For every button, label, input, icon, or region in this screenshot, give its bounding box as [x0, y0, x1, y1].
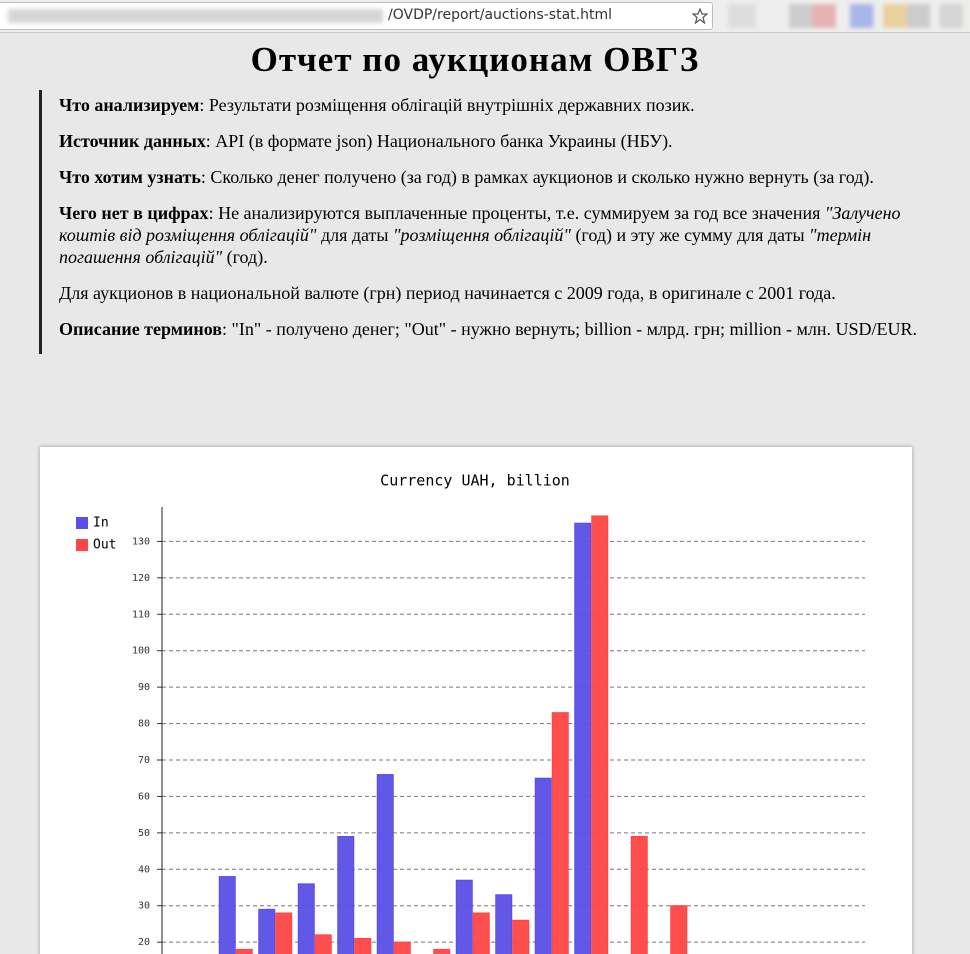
paragraph: Что хотим узнать: Сколько денег получено… [59, 166, 919, 188]
description: Что анализируем: Результати розміщення о… [39, 90, 919, 354]
page-title: Отчет по аукционам ОВГЗ [250, 40, 700, 79]
bar [591, 515, 609, 954]
text-run: для даты [316, 225, 393, 245]
text-run: : Сколько денег получено (за год) в рамк… [200, 167, 874, 187]
text-run: "Залучено коштів від розміщення облігаці… [59, 203, 901, 245]
y-tick-label: 130 [132, 536, 150, 547]
text-run: : Результати розміщення облігацій внутрі… [199, 95, 695, 115]
text-run: "термін погашення облігацій" [59, 225, 872, 267]
text-run: Что анализируем [59, 95, 200, 115]
text-run: "розміщення облігацій" [393, 225, 571, 245]
text-run: Что хотим узнать [59, 167, 201, 187]
paragraph: Источник данных: API (в формате json) На… [59, 130, 919, 152]
paragraph: Чего нет в цифрах: Не анализируются выпл… [59, 202, 919, 268]
y-tick-label: 60 [138, 791, 150, 802]
bar [551, 712, 569, 954]
y-tick-label: 20 [138, 937, 150, 948]
y-tick-label: 40 [138, 864, 150, 875]
text-run: (год) и эту же сумму для даты [570, 225, 810, 245]
chart: Currency UAH, billion 20 30 40 50 60 70 80 90 10… [76, 472, 865, 954]
bookmark-star[interactable] [692, 8, 708, 24]
text-run: : API (в формате json) Национального бан… [205, 131, 673, 151]
text-run: Источник данных [59, 131, 206, 151]
legend-label: In [93, 516, 109, 531]
bar [314, 934, 332, 954]
bar [495, 894, 513, 954]
bar [534, 777, 552, 954]
y-tick-label: 100 [132, 646, 150, 657]
bar [258, 908, 276, 954]
text-run: Для аукционов в национальной валюте (грн… [59, 283, 836, 303]
y-tick-label: 120 [132, 573, 150, 584]
bar [433, 948, 451, 954]
bar [574, 522, 592, 954]
blurred-extensions [728, 4, 963, 28]
bar [512, 919, 530, 954]
address-bar[interactable]: /OVDP/report/auctions-stat.html [0, 2, 713, 30]
paragraph: Описание терминов: "In" - получено денег… [59, 318, 919, 340]
text-run: Чего нет в цифрах [59, 203, 209, 223]
y-tick-label: 90 [138, 682, 150, 693]
bar [297, 883, 315, 954]
y-tick-label: 30 [138, 901, 150, 912]
legend-swatch [76, 517, 88, 529]
bar [275, 912, 293, 954]
bar [354, 938, 372, 954]
bar [630, 836, 648, 954]
bar [218, 876, 236, 954]
bar [670, 905, 688, 954]
legend-swatch [76, 539, 88, 551]
paragraph: Для аукционов в национальной валюте (грн… [59, 282, 919, 304]
bar [455, 879, 473, 954]
text-run: : Не анализируются выплаченные проценты,… [208, 203, 825, 223]
y-tick-label: 70 [138, 755, 150, 766]
y-tick-label: 50 [138, 828, 150, 839]
legend-label: Out [93, 538, 116, 553]
bar [393, 941, 411, 954]
chart-card: Currency UAH, billion 20 30 40 50 60 70 80 90 10… [40, 447, 912, 954]
bar [376, 774, 394, 954]
bar [235, 948, 253, 954]
text-run: Описание терминов [59, 319, 223, 339]
y-tick-label: 80 [138, 719, 150, 730]
bar [337, 836, 355, 954]
bar [472, 912, 490, 954]
url-text: /OVDP/report/auctions-stat.html [388, 7, 612, 23]
paragraph: Что анализируем: Результати розміщення о… [59, 94, 919, 116]
text-run: (год). [222, 247, 268, 267]
text-run: : "In" - получено денег; "Out" - нужно в… [222, 319, 917, 339]
y-tick-label: 110 [132, 609, 150, 620]
browser-toolbar: /OVDP/report/auctions-stat.html [0, 0, 970, 33]
chart-title: Currency UAH, billion [380, 472, 570, 490]
blurred-host [8, 9, 383, 23]
